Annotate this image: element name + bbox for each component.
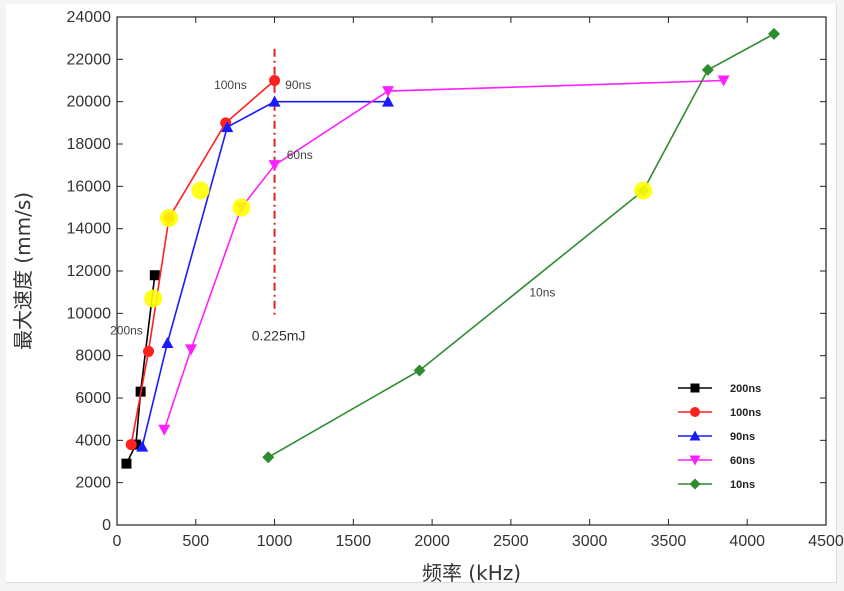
y-tick-label: 24000 (67, 9, 112, 26)
highlight-layer (144, 181, 653, 308)
x-tick-label: 2000 (414, 533, 450, 550)
y-tick-label: 14000 (67, 221, 112, 238)
series-line-60ns (163, 79, 724, 431)
annotation-layer: 100ns 90ns 60ns 200ns 10ns (110, 78, 555, 338)
legend-layer: 200ns 100ns 90ns 60ns 10ns (678, 383, 761, 491)
series-line-200ns (125, 275, 156, 464)
data-point-100ns (269, 75, 281, 86)
x-tick-label: 3000 (572, 533, 608, 550)
highlight-point (144, 289, 163, 308)
y-tick-label: 0 (102, 517, 111, 534)
data-point-100ns (125, 439, 137, 451)
y-tick-label: 2000 (75, 475, 111, 492)
data-point-60ns (185, 344, 198, 356)
series-annotation: 200ns (110, 324, 143, 338)
legend-label-10ns: 10ns (730, 479, 755, 491)
data-point-90ns (161, 336, 174, 348)
y-tick-label: 22000 (67, 51, 112, 68)
y-tick-label: 20000 (67, 94, 112, 111)
y-axis-title: 最大速度 (mm/s) (11, 192, 35, 350)
y-tick-label: 10000 (67, 305, 112, 322)
legend-label-200ns: 200ns (730, 383, 761, 395)
y-tick-label: 8000 (75, 348, 111, 365)
highlight-point (232, 198, 251, 217)
axes-layer: 0 500 1000 1500 2000 2500 3000 3500 4000 4500 0 200… (11, 9, 844, 585)
legend-label-90ns: 90ns (730, 431, 755, 443)
data-point-200ns (149, 270, 160, 281)
x-tick-label: 4000 (729, 533, 765, 550)
x-tick-label: 3500 (651, 533, 687, 550)
data-point-60ns (381, 86, 394, 98)
plot-area-border (116, 16, 827, 526)
legend-marker-60ns (689, 455, 701, 466)
x-tick-label: 0 (113, 533, 122, 550)
highlight-point (634, 181, 653, 200)
data-point-90ns (381, 95, 394, 107)
data-point-10ns (768, 27, 781, 40)
reference-line-label: 0.225mJ (252, 328, 306, 344)
legend-marker-200ns (690, 383, 700, 393)
y-tick-label: 16000 (67, 178, 112, 195)
data-point-10ns (262, 451, 275, 464)
y-tick-label: 12000 (67, 263, 112, 280)
highlight-point (159, 209, 178, 228)
data-point-90ns (221, 121, 234, 133)
legend-label-100ns: 100ns (730, 407, 761, 419)
chart-frame (6, 4, 837, 583)
series-line-100ns (130, 79, 276, 445)
legend-marker-90ns (689, 430, 701, 441)
reference-layer: 0.225mJ (252, 48, 306, 344)
y-tick-label: 18000 (67, 136, 112, 153)
data-point-10ns (413, 364, 426, 377)
series-line-90ns (141, 100, 388, 447)
y-tick-label: 6000 (75, 390, 111, 407)
x-tick-label: 500 (182, 533, 209, 550)
data-point-90ns (136, 440, 149, 452)
x-tick-label: 1000 (257, 533, 293, 550)
legend-label-60ns: 60ns (730, 455, 755, 467)
x-tick-label: 4500 (808, 533, 844, 550)
data-point-90ns (268, 95, 281, 107)
data-point-100ns (143, 345, 155, 357)
series-layer (121, 27, 781, 469)
data-point-60ns (158, 424, 171, 436)
series-annotation: 10ns (529, 285, 555, 299)
series-annotation: 60ns (287, 148, 313, 162)
legend-marker-10ns (689, 478, 701, 490)
highlight-point (191, 181, 210, 200)
series-annotation: 90ns (285, 78, 311, 92)
data-point-60ns (268, 160, 281, 172)
series-annotation: 100ns (214, 78, 247, 92)
x-axis-title: 频率 (kHz) (422, 561, 521, 585)
data-point-200ns (121, 458, 132, 469)
legend-marker-100ns (690, 407, 700, 417)
data-point-60ns (717, 75, 730, 87)
series-line-10ns (267, 33, 775, 458)
x-tick-label: 1500 (336, 533, 372, 550)
x-tick-label: 2500 (493, 533, 529, 550)
y-tick-label: 4000 (75, 432, 111, 449)
data-point-10ns (701, 63, 714, 76)
